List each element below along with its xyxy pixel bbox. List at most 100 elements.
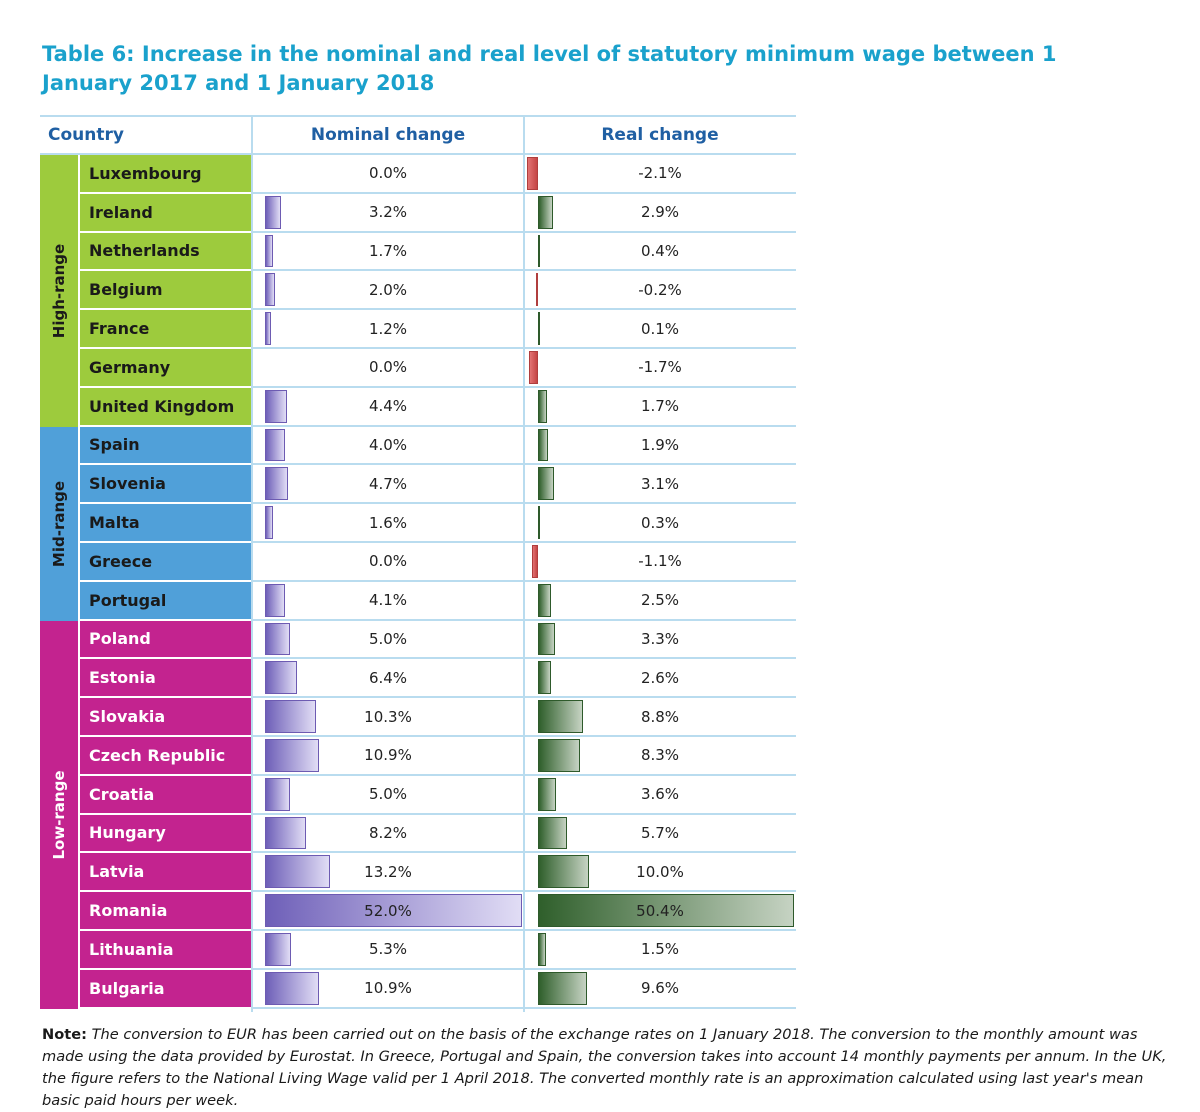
nominal-change-value: 13.2%	[364, 862, 412, 881]
real-change-value: -2.1%	[638, 164, 682, 183]
nominal-change-value: 4.1%	[368, 591, 408, 610]
real-change-value: 2.6%	[640, 668, 680, 687]
real-change-value: 8.8%	[640, 707, 680, 726]
real-change-bar-positive	[538, 506, 540, 539]
nominal-change-value: 52.0%	[364, 901, 412, 920]
nominal-change-bar	[265, 622, 290, 656]
country-cell: Slovenia	[78, 465, 251, 505]
nominal-change-bar	[265, 195, 281, 229]
real-change-value: -1.7%	[638, 358, 682, 377]
real-change-value: 0.3%	[640, 513, 680, 532]
nominal-change-value: 10.9%	[364, 979, 412, 998]
nominal-change-bar	[265, 816, 306, 850]
real-change-value: 50.4%	[636, 901, 684, 920]
country-cell: Poland	[78, 620, 251, 660]
real-change-bar-positive	[538, 739, 581, 772]
real-change-bar-positive	[538, 195, 553, 229]
real-change-bar-positive	[538, 661, 552, 695]
nominal-change-value: 3.2%	[368, 203, 408, 222]
country-cell: Belgium	[78, 271, 251, 311]
real-change-bar-positive	[538, 971, 587, 1005]
real-change-bar-positive	[538, 816, 567, 850]
nominal-change-bar	[265, 777, 290, 811]
country-cell: Estonia	[78, 659, 251, 699]
country-cell: Greece	[78, 543, 251, 582]
real-change-bar-negative	[529, 351, 538, 384]
nominal-change-value: 5.3%	[368, 940, 408, 959]
nominal-change-bar	[265, 700, 316, 733]
real-change-bar-negative	[532, 545, 538, 578]
nominal-change-bar	[265, 273, 275, 307]
nominal-change-value: 5.0%	[368, 785, 408, 804]
nominal-change-value: 10.3%	[364, 707, 412, 726]
nominal-change-value: 4.7%	[368, 474, 408, 493]
real-change-value: 5.7%	[640, 823, 680, 842]
nominal-change-bar	[265, 855, 331, 889]
country-cell: Portugal	[78, 581, 251, 621]
country-cell: Romania	[78, 892, 251, 931]
nominal-change-value: 0.0%	[368, 164, 408, 183]
real-change-bar-positive	[538, 234, 541, 268]
country-cell: Bulgaria	[78, 969, 251, 1009]
nominal-change-value: 5.0%	[368, 629, 408, 648]
real-change-value: 10.0%	[636, 862, 684, 881]
nominal-change-bar	[265, 894, 522, 927]
real-change-value: 3.1%	[640, 474, 680, 493]
country-cell: Luxembourg	[78, 155, 251, 194]
real-change-bar-positive	[538, 428, 548, 462]
table-title: Table 6: Increase in the nominal and rea…	[42, 42, 1057, 95]
real-change-bar-negative	[536, 273, 538, 307]
country-cell: Latvia	[78, 853, 251, 893]
nominal-change-bar	[265, 971, 319, 1005]
real-change-value: 1.9%	[640, 435, 680, 454]
nominal-change-value: 0.0%	[368, 358, 408, 377]
nominal-change-bar	[265, 583, 286, 617]
real-change-bar-positive	[538, 933, 546, 966]
column-divider	[251, 115, 253, 1012]
column-header-country: Country	[48, 125, 124, 145]
real-change-bar-positive	[538, 583, 551, 617]
real-change-value: 1.5%	[640, 940, 680, 959]
real-change-bar-positive	[538, 855, 589, 889]
country-cell: Czech Republic	[78, 737, 251, 776]
note-label: Note:	[42, 1026, 87, 1043]
nominal-change-value: 0.0%	[368, 552, 408, 571]
real-change-bar-positive	[538, 389, 547, 423]
real-change-bar-positive	[538, 312, 540, 345]
column-header-real-change: Real change	[601, 125, 719, 145]
nominal-change-value: 8.2%	[368, 823, 408, 842]
note-text: The conversion to EUR has been carried o…	[42, 1026, 1167, 1109]
nominal-change-bar	[265, 739, 319, 772]
column-divider	[523, 115, 525, 1012]
real-change-bar-positive	[538, 894, 794, 927]
real-change-value: 3.6%	[640, 785, 680, 804]
header-top-border	[40, 115, 796, 117]
country-cell: Netherlands	[78, 232, 251, 272]
nominal-change-bar	[265, 389, 287, 423]
country-cell: Spain	[78, 426, 251, 466]
real-change-value: 9.6%	[640, 979, 680, 998]
real-change-value: 8.3%	[640, 746, 680, 765]
country-cell: Ireland	[78, 193, 251, 233]
nominal-change-bar	[265, 428, 285, 462]
country-cell: United Kingdom	[78, 387, 251, 427]
nominal-change-value: 1.7%	[368, 241, 408, 260]
real-change-value: -1.1%	[638, 552, 682, 571]
real-change-bar-positive	[538, 622, 555, 656]
country-cell: Croatia	[78, 775, 251, 815]
nominal-change-bar	[265, 467, 289, 501]
real-change-bar-positive	[538, 700, 583, 733]
real-change-value: -0.2%	[638, 280, 682, 299]
country-cell: Hungary	[78, 814, 251, 854]
country-cell: Lithuania	[78, 931, 251, 970]
real-change-value: 0.1%	[640, 319, 680, 338]
country-cell: Slovakia	[78, 698, 251, 737]
nominal-change-bar	[265, 234, 274, 268]
real-change-bar-positive	[538, 467, 554, 501]
nominal-change-value: 6.4%	[368, 668, 408, 687]
nominal-change-value: 4.4%	[368, 397, 408, 416]
nominal-change-bar	[265, 506, 273, 539]
nominal-change-value: 1.6%	[368, 513, 408, 532]
real-change-value: 3.3%	[640, 629, 680, 648]
table-note: Note: The conversion to EUR has been car…	[42, 1024, 1182, 1112]
